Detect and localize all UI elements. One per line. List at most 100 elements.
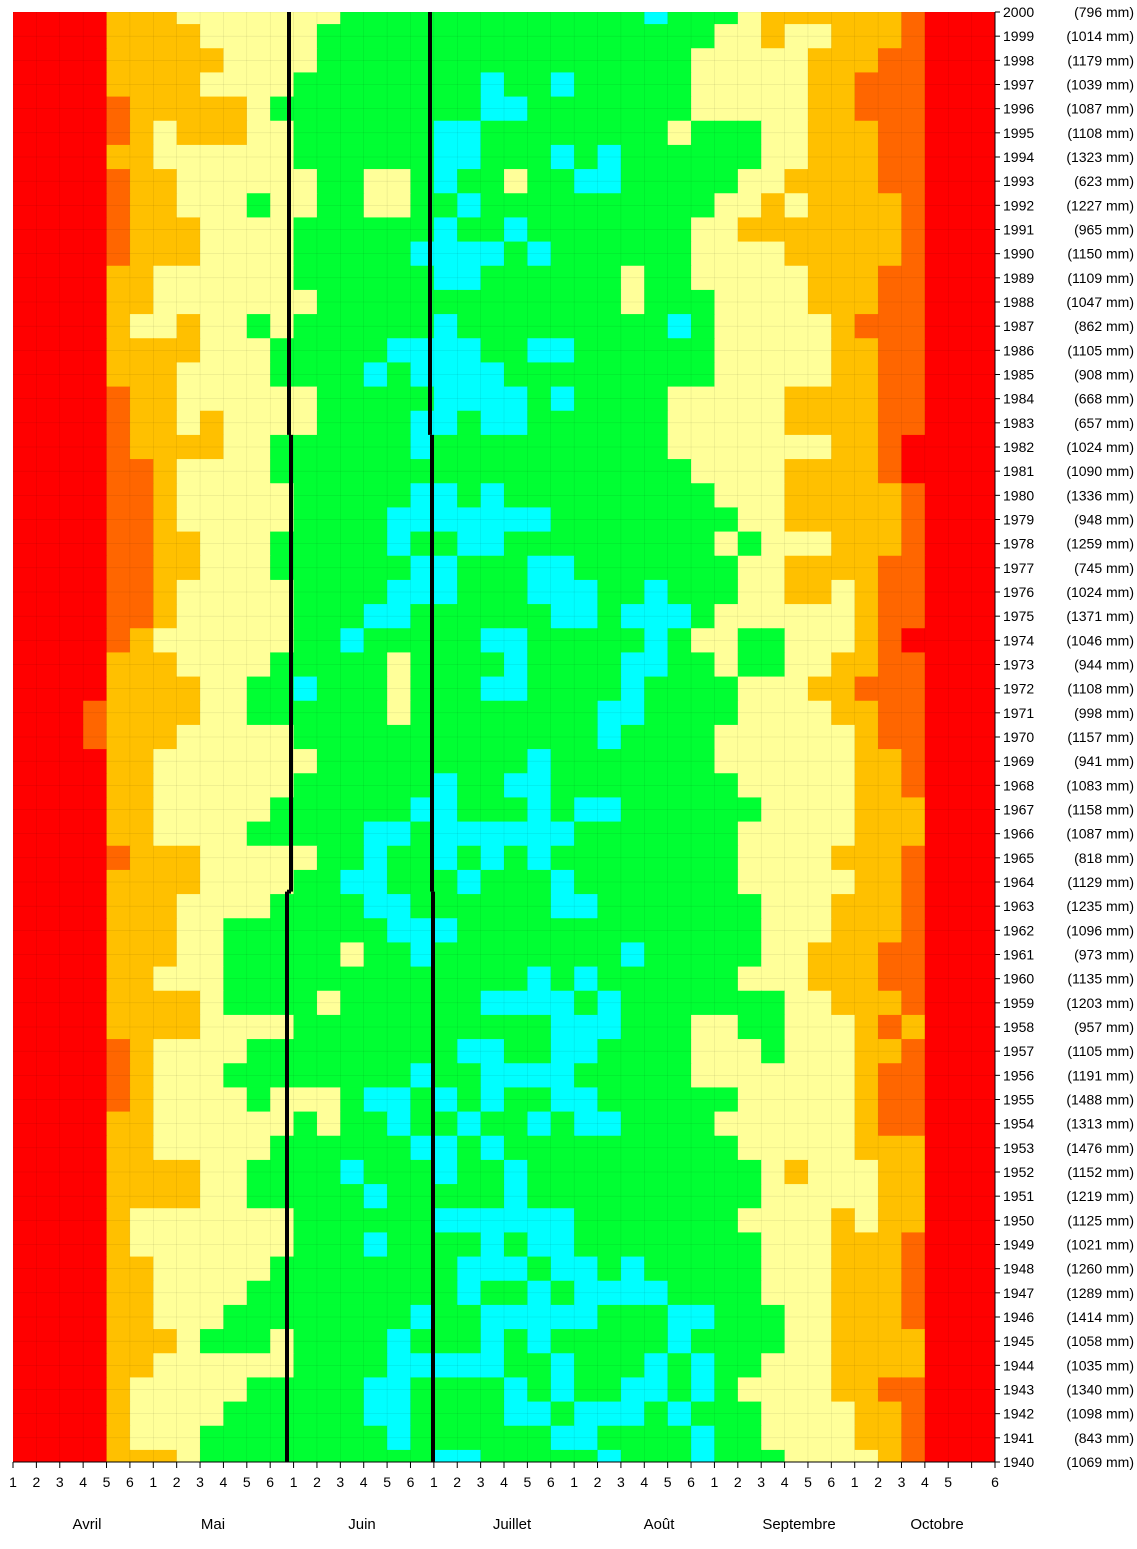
heat-cell — [714, 1208, 739, 1234]
heat-cell — [83, 483, 108, 509]
heat-cell — [527, 1280, 552, 1306]
heat-cell — [831, 1232, 856, 1258]
heat-cell — [527, 869, 552, 895]
heat-cell — [597, 241, 622, 267]
heat-cell — [223, 990, 248, 1016]
heat-cell — [480, 1401, 505, 1427]
heat-cell — [948, 24, 973, 49]
heat-cell — [948, 1111, 973, 1137]
heat-cell — [924, 966, 949, 992]
heat-cell — [574, 1280, 599, 1306]
heat-cell — [36, 700, 61, 726]
heat-cell — [691, 1377, 716, 1403]
heat-cell — [574, 169, 599, 194]
heat-cell — [737, 144, 762, 170]
y-tick-label-rain: (668 mm) — [1074, 391, 1134, 407]
heat-cell — [83, 579, 108, 605]
heat-cell — [176, 1159, 201, 1185]
heat-cell — [387, 1280, 412, 1306]
y-tick-label-year: 1941 — [1003, 1430, 1034, 1446]
heat-cell — [574, 386, 599, 412]
heat-cell — [457, 966, 482, 992]
heat-cell — [270, 966, 295, 992]
heat-cell — [737, 773, 762, 799]
heat-cell — [223, 604, 248, 629]
heat-cell — [223, 531, 248, 557]
y-tick-label-rain: (1219 mm) — [1066, 1188, 1134, 1204]
heat-cell — [620, 749, 645, 774]
heat-cell — [59, 24, 84, 49]
heat-cell — [387, 169, 412, 194]
heat-cell — [83, 48, 108, 74]
heat-cell — [761, 1353, 786, 1379]
heat-cell — [761, 845, 786, 871]
heat-cell — [433, 144, 458, 170]
heat-cell — [433, 1232, 458, 1258]
heat-cell — [340, 942, 365, 968]
heat-cell — [504, 1280, 528, 1306]
heat-cell — [714, 1159, 739, 1185]
heat-cell — [620, 628, 645, 654]
heat-cell — [504, 1159, 528, 1185]
heat-cell — [550, 773, 575, 799]
heat-cell — [971, 1329, 995, 1354]
heat-cell — [200, 1111, 225, 1137]
heat-cell — [854, 1039, 879, 1064]
heat-cell — [340, 144, 365, 170]
heat-cell — [200, 821, 225, 847]
heat-cell — [129, 459, 154, 484]
heat-cell — [340, 410, 365, 436]
heat-cell — [504, 604, 528, 629]
heat-cell — [83, 894, 108, 919]
heat-cell — [176, 749, 201, 774]
y-tick-label-rain: (1024 mm) — [1066, 439, 1134, 455]
heat-cell — [457, 579, 482, 605]
heat-cell — [340, 289, 365, 315]
grid-lines — [13, 12, 995, 1462]
heat-cell — [129, 1353, 154, 1379]
heat-cell — [854, 845, 879, 871]
heat-cell — [433, 314, 458, 339]
heat-cell — [691, 72, 716, 98]
heat-cell — [480, 96, 505, 122]
heat-cell — [106, 410, 131, 436]
heat-cell — [13, 700, 37, 726]
heat-cell — [59, 724, 84, 750]
heat-cell — [293, 1256, 318, 1282]
y-tick-label-rain: (1069 mm) — [1066, 1454, 1134, 1470]
heat-cell — [270, 531, 295, 557]
heat-cell — [36, 386, 61, 412]
heat-cell — [223, 628, 248, 654]
heat-cell — [761, 434, 786, 460]
heat-cell — [620, 144, 645, 170]
heat-cell — [59, 1232, 84, 1258]
x-month-label: Juin — [348, 1516, 376, 1533]
heat-cell — [620, 96, 645, 122]
heat-cell — [924, 289, 949, 315]
heat-cell — [784, 289, 809, 315]
y-tick-label-year: 1971 — [1003, 705, 1034, 721]
heat-cell — [527, 241, 552, 267]
heat-cell — [737, 24, 762, 49]
y-tick-label-year: 1969 — [1003, 753, 1034, 769]
heat-cell — [504, 918, 528, 944]
heat-cell — [924, 555, 949, 581]
heat-cell — [457, 72, 482, 98]
heat-cell — [59, 314, 84, 339]
heat-cell — [106, 1304, 131, 1330]
heat-cell — [971, 676, 995, 702]
heat-cell — [714, 1280, 739, 1306]
heat-cell — [457, 144, 482, 170]
y-tick-label-year: 1976 — [1003, 584, 1034, 600]
heat-cell — [550, 1087, 575, 1113]
heat-cell — [924, 1401, 949, 1427]
heat-cell — [831, 193, 856, 219]
heat-cell — [363, 1159, 388, 1185]
heat-cell — [807, 942, 832, 968]
heat-cell — [550, 459, 575, 484]
heat-cell — [223, 869, 248, 895]
heat-cell — [480, 459, 505, 484]
heat-cell — [831, 604, 856, 629]
heat-cell — [176, 1304, 201, 1330]
heat-cell — [36, 1329, 61, 1354]
